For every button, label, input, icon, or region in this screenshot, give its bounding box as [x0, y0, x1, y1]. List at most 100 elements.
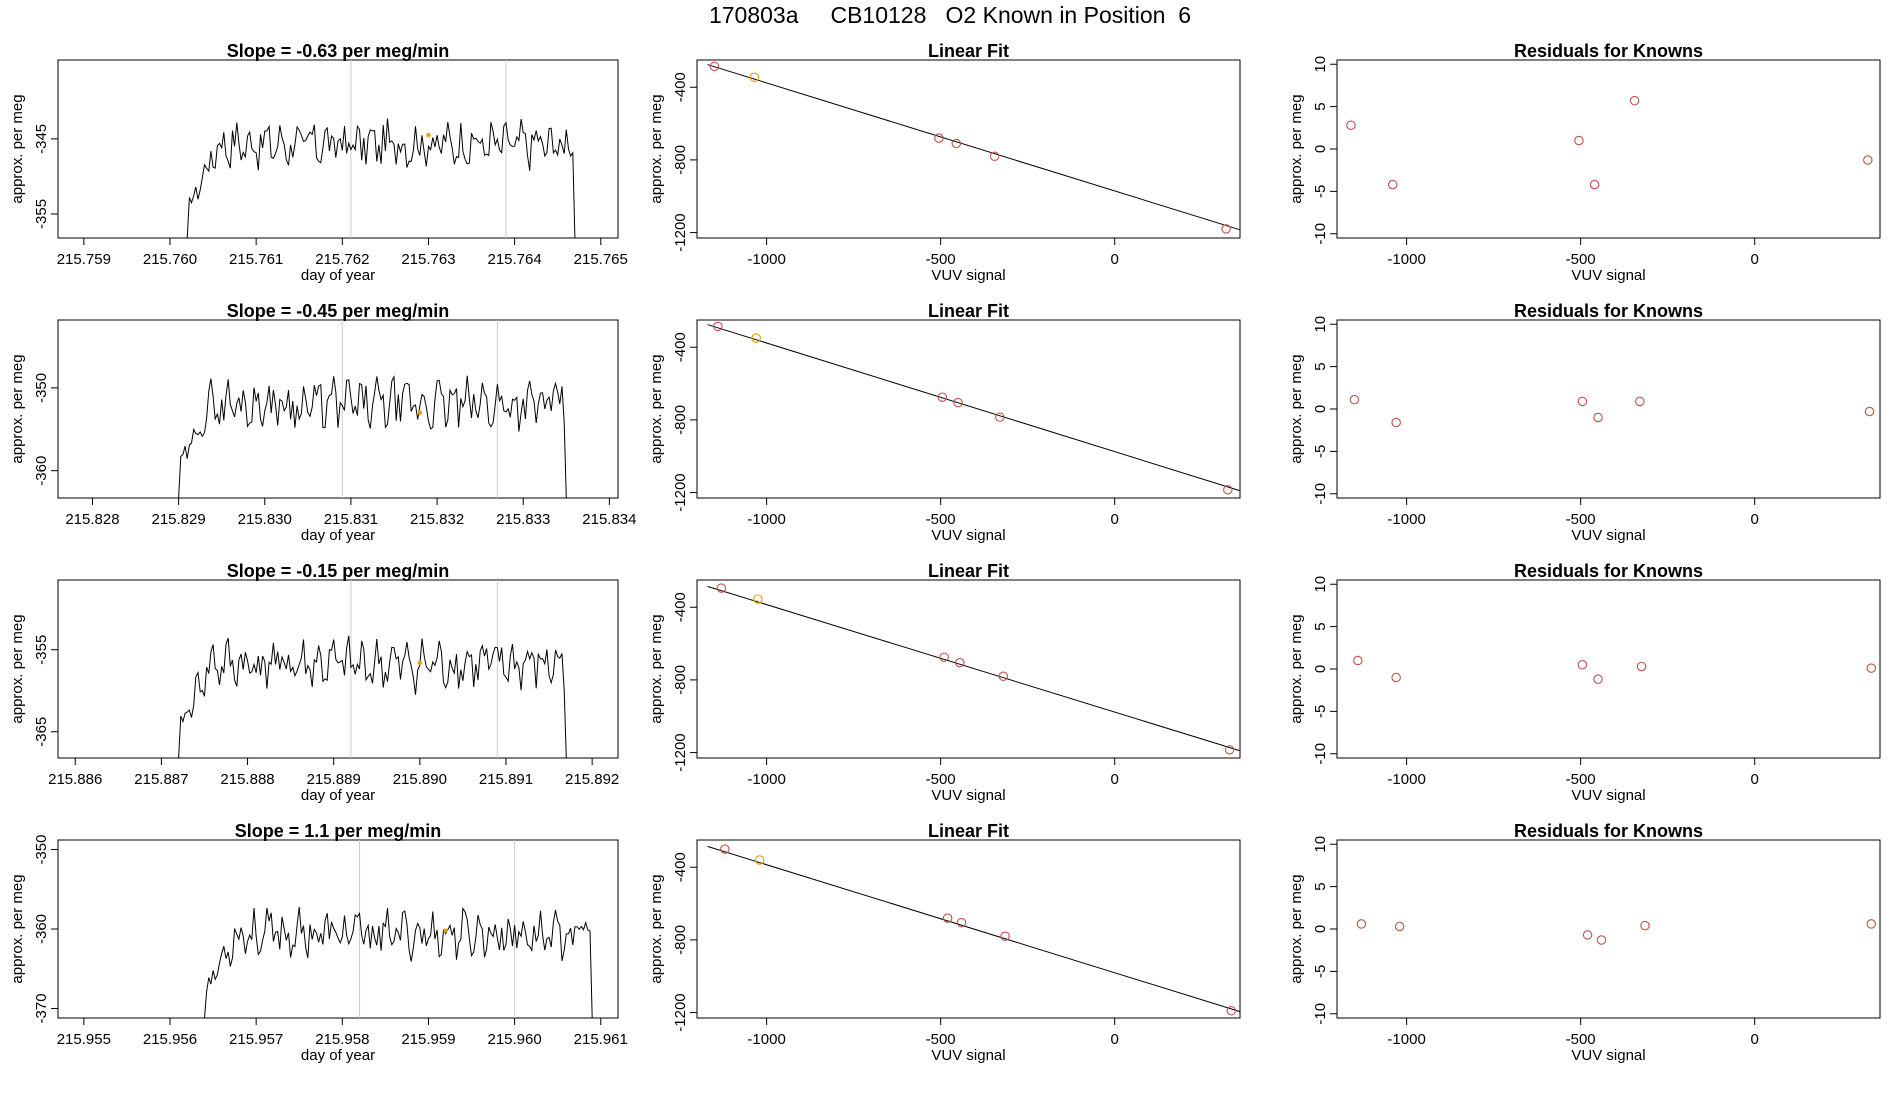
plot-frame [57, 59, 619, 239]
data-series-line [186, 118, 576, 239]
chart-title: Residuals for Knowns [1514, 301, 1703, 321]
data-point [1629, 95, 1640, 106]
y-tick-label: 10 [1312, 56, 1329, 73]
chart-title: Slope = 1.1 per meg/min [235, 821, 442, 841]
x-tick-label: 215.759 [57, 251, 111, 268]
data-point [1577, 660, 1588, 670]
chart-title: Linear Fit [928, 301, 1009, 321]
data-point [1394, 921, 1405, 932]
chart-title: Linear Fit [928, 561, 1009, 581]
y-tick-label: -1200 [672, 213, 689, 251]
x-tick-label: 0 [1111, 1031, 1119, 1048]
y-tick-label: -1200 [672, 473, 689, 511]
data-point [716, 583, 727, 593]
y-tick-label: -400 [672, 852, 689, 882]
y-tick-label: -800 [672, 925, 689, 955]
data-point [955, 657, 965, 668]
y-tick-label: -10 [1312, 1003, 1329, 1025]
x-axis-label: VUV signal [1571, 1047, 1645, 1064]
y-tick-label: -400 [672, 72, 689, 102]
data-point [1866, 919, 1877, 929]
x-tick-label: -500 [926, 251, 956, 268]
y-tick-label: -800 [672, 405, 689, 435]
x-axis-label: VUV signal [931, 527, 1005, 544]
chart-title: Slope = -0.63 per meg/min [227, 41, 450, 61]
x-tick-label: 0 [1751, 1031, 1759, 1048]
x-axis-label: day of year [301, 267, 375, 284]
y-tick-label: 5 [1312, 362, 1329, 370]
x-tick-label: 215.960 [487, 1031, 541, 1048]
data-point [942, 913, 953, 923]
data-point [753, 594, 763, 604]
x-tick-label: 215.765 [574, 251, 628, 268]
y-tick-label: 0 [1312, 925, 1329, 933]
plot-frame [696, 839, 1241, 1019]
x-axis-label: VUV signal [931, 787, 1005, 804]
data-point [1353, 655, 1363, 666]
data-point [951, 138, 962, 149]
data-series-line [204, 906, 593, 1019]
chart-title: Linear Fit [928, 821, 1009, 841]
x-tick-label: 215.760 [143, 251, 197, 268]
fit-line [707, 64, 1241, 231]
x-tick-label: 215.761 [229, 251, 283, 268]
data-point [1223, 485, 1233, 495]
x-tick-label: 215.831 [324, 511, 378, 528]
x-tick-label: -1000 [1387, 251, 1425, 268]
x-tick-label: 0 [1111, 771, 1119, 788]
data-point [720, 844, 730, 854]
y-axis-label: approx. per meg [9, 94, 26, 203]
x-tick-label: 215.764 [487, 251, 541, 268]
y-tick-label: -800 [672, 665, 689, 695]
y-tick-label: -400 [672, 592, 689, 622]
x-tick-label: 215.829 [151, 511, 205, 528]
y-tick-label: -360 [33, 914, 50, 944]
data-point [1391, 672, 1401, 683]
x-tick-label: -500 [926, 771, 956, 788]
x-tick-label: 0 [1111, 511, 1119, 528]
x-tick-label: 215.890 [393, 771, 447, 788]
x-tick-label: 215.959 [401, 1031, 455, 1048]
data-point [1589, 179, 1600, 190]
y-tick-label: -365 [33, 717, 50, 747]
y-tick-label: 5 [1312, 622, 1329, 630]
data-point [1349, 394, 1360, 405]
chart-title: Residuals for Knowns [1514, 821, 1703, 841]
y-tick-label: -345 [33, 124, 50, 154]
y-tick-label: -10 [1312, 743, 1329, 765]
highlight-marker [417, 660, 423, 666]
data-point [934, 133, 944, 143]
x-axis-label: VUV signal [931, 1047, 1005, 1064]
x-tick-label: -1000 [1387, 511, 1425, 528]
y-tick-label: 10 [1312, 316, 1329, 333]
x-tick-label: 0 [1751, 511, 1759, 528]
x-tick-label: 215.891 [479, 771, 533, 788]
x-tick-label: -1000 [1387, 771, 1425, 788]
data-point [1582, 930, 1593, 940]
x-axis-label: VUV signal [1571, 527, 1645, 544]
y-axis-label: approx. per meg [648, 354, 665, 463]
x-tick-label: 215.763 [401, 251, 455, 268]
chart-title: Slope = -0.15 per meg/min [227, 561, 450, 581]
data-point [751, 333, 761, 343]
data-point [995, 412, 1005, 422]
x-axis-label: day of year [301, 1047, 375, 1064]
plot-frame [57, 319, 619, 499]
y-axis-label: approx. per meg [648, 94, 665, 203]
x-tick-label: -1000 [747, 1031, 785, 1048]
y-tick-label: -10 [1312, 223, 1329, 245]
data-point [1640, 920, 1650, 931]
chart-title: Linear Fit [928, 41, 1009, 61]
y-tick-label: -350 [33, 373, 50, 403]
x-tick-label: -500 [926, 1031, 956, 1048]
x-axis-label: day of year [301, 787, 375, 804]
data-point [1346, 120, 1356, 131]
data-point [1000, 931, 1010, 942]
x-tick-label: -500 [1566, 1031, 1596, 1048]
data-point [1596, 935, 1607, 945]
plot-frame [1336, 579, 1881, 759]
y-tick-label: 5 [1312, 102, 1329, 110]
y-tick-label: -360 [33, 456, 50, 486]
x-tick-label: -1000 [747, 771, 785, 788]
